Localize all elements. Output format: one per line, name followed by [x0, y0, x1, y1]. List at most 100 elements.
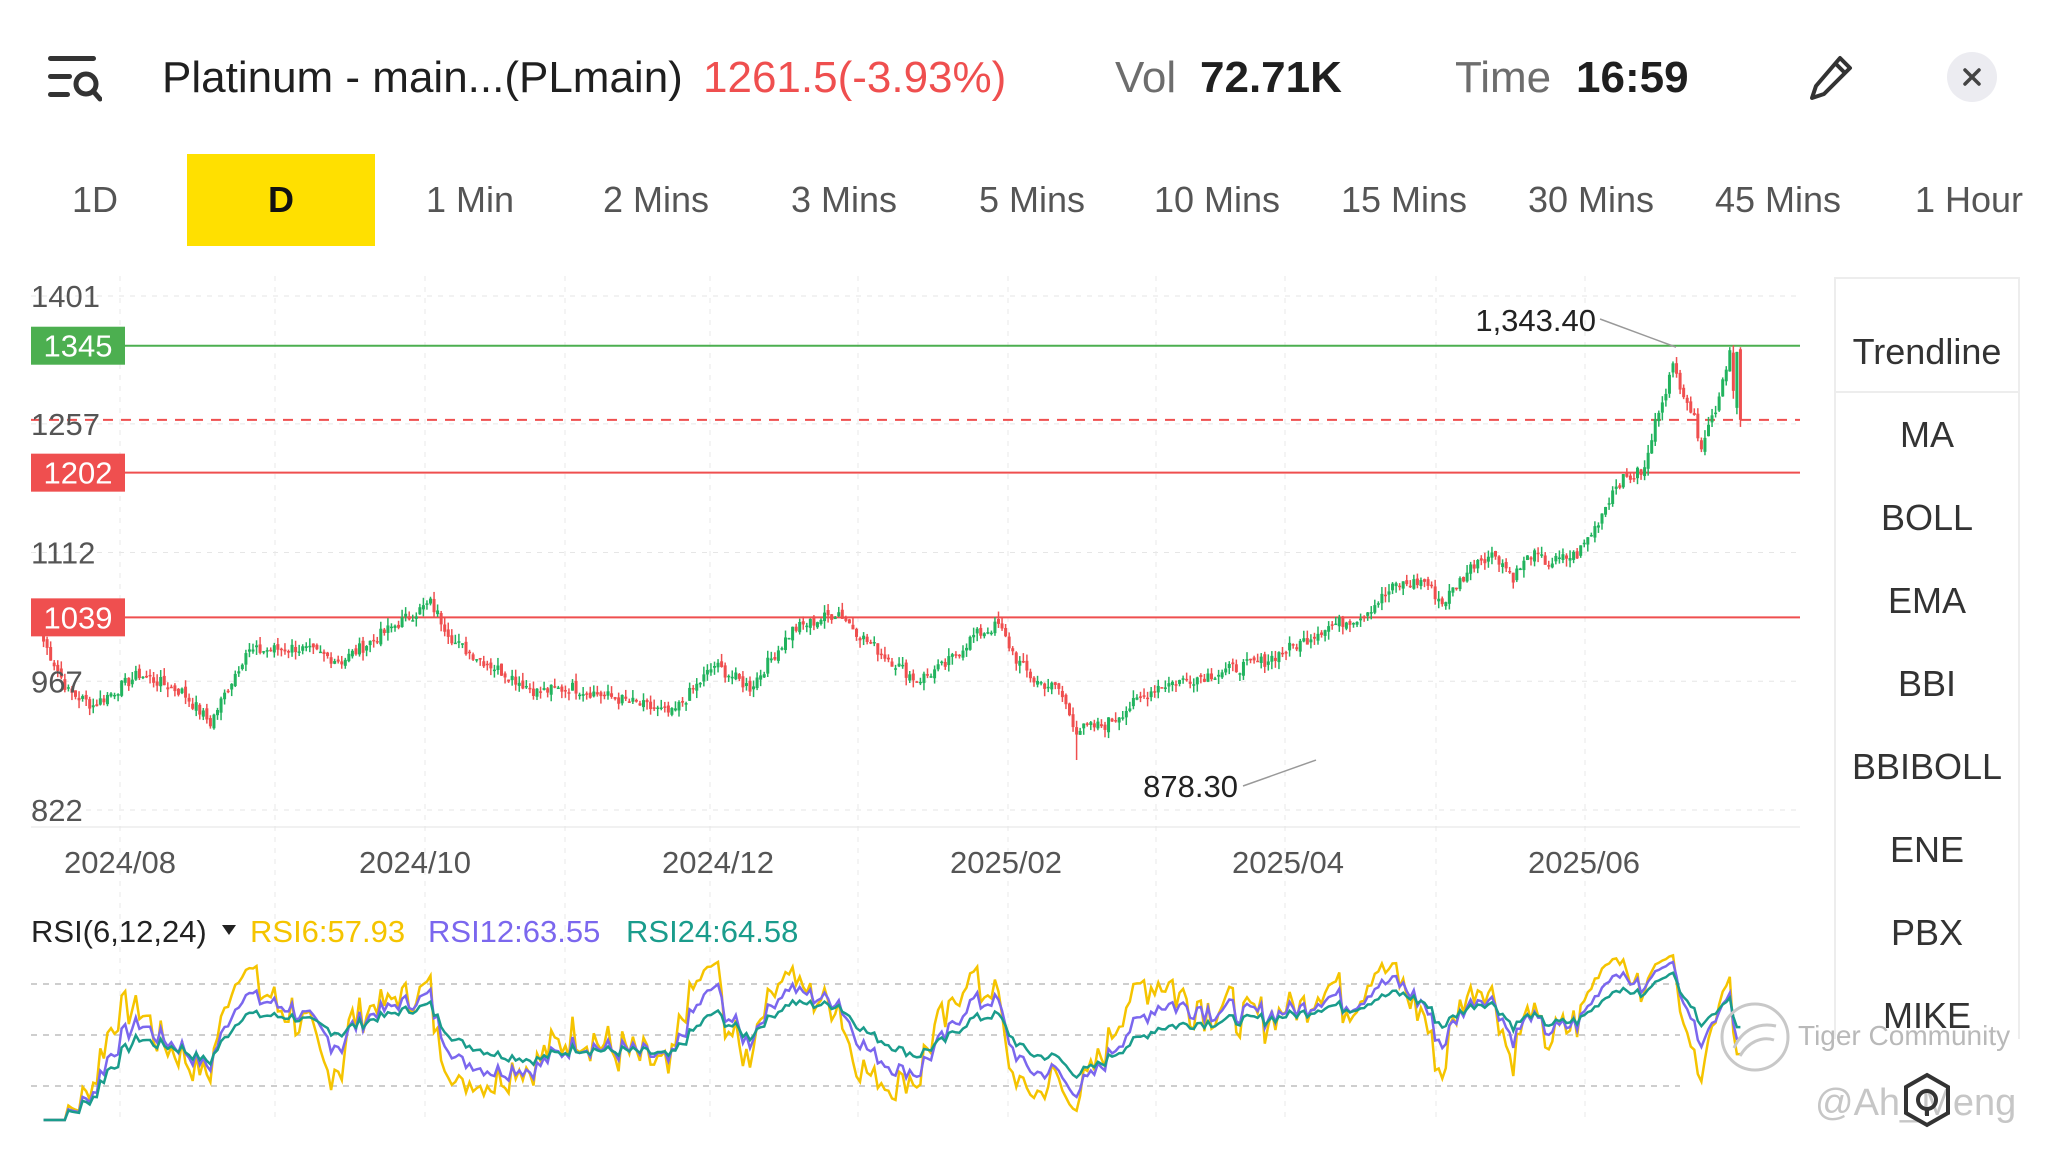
candle-body	[70, 688, 74, 693]
candle-body	[1593, 526, 1597, 538]
time-value: 16:59	[1576, 53, 1689, 102]
candle-body	[1671, 363, 1675, 373]
candle-body	[897, 663, 901, 667]
candle-body	[287, 651, 290, 653]
candle-body	[940, 661, 944, 664]
pencil-icon[interactable]	[1808, 52, 1856, 104]
candle-body	[610, 693, 614, 697]
tab-10-mins[interactable]: 10 Mins	[1153, 179, 1281, 220]
candle-body	[524, 685, 528, 688]
candle-body	[1213, 678, 1217, 680]
candle-body	[1266, 661, 1270, 665]
candle-body	[187, 697, 191, 702]
candle-body	[879, 653, 883, 656]
candle-body	[915, 681, 919, 683]
rsi-label[interactable]: RSI(6,12,24)	[31, 914, 207, 949]
candle-body	[329, 657, 333, 664]
candle-body	[617, 697, 621, 704]
candle-body	[1408, 585, 1412, 588]
tab-45-mins[interactable]: 45 Mins	[1714, 179, 1842, 220]
candle-body	[1735, 351, 1739, 408]
indicator-bbi[interactable]: BBI	[1897, 663, 1957, 704]
candle-body	[709, 669, 713, 673]
candle-body	[698, 682, 702, 685]
candle-body	[1018, 660, 1022, 666]
x-tick-label: 2024/10	[359, 845, 471, 880]
candle-body	[1376, 603, 1380, 605]
candle-body	[400, 617, 404, 628]
candle-body	[741, 676, 745, 688]
indicator-pbx[interactable]: PBX	[1890, 912, 1964, 953]
candle-body	[1699, 440, 1703, 450]
candle-body	[1423, 579, 1426, 582]
candle-body	[901, 664, 905, 667]
candle-body	[1341, 618, 1345, 627]
indicator-mike[interactable]: MIKE	[1882, 995, 1971, 1036]
candle-body	[1717, 396, 1721, 411]
candle-body	[1522, 560, 1526, 571]
candle-body	[1525, 555, 1529, 561]
candle-body	[1401, 581, 1405, 589]
tab-3-mins[interactable]: 3 Mins	[790, 179, 898, 220]
indicator-bbiboll[interactable]: BBIBOLL	[1851, 746, 2003, 787]
tab-1d[interactable]: 1D	[71, 179, 119, 220]
candle-body	[539, 691, 543, 693]
rsi-dropdown-icon[interactable]	[222, 925, 236, 935]
candle-body	[1575, 551, 1579, 559]
candle-body	[45, 639, 49, 648]
tab-1-hour[interactable]: 1 Hour	[1914, 179, 2024, 220]
candle-body	[1614, 486, 1618, 489]
candle-body	[453, 642, 457, 645]
tab-30-mins[interactable]: 30 Mins	[1527, 179, 1655, 220]
candle-body	[411, 620, 415, 622]
indicator-ene[interactable]: ENE	[1889, 829, 1965, 870]
candle-body	[1256, 660, 1260, 663]
candle-body	[318, 651, 322, 654]
candle-body	[581, 694, 585, 696]
high-annotation: 1,343.40	[1475, 303, 1596, 338]
level-tag	[31, 326, 125, 365]
candle-body	[989, 632, 993, 635]
candle-body	[1689, 401, 1693, 413]
tab-d[interactable]: D	[187, 154, 375, 246]
candle-body	[1039, 682, 1043, 684]
candle-body	[1330, 624, 1334, 626]
indicator-trendline[interactable]: Trendline	[1852, 331, 2002, 372]
candle-body	[1178, 680, 1182, 684]
tab-2-mins[interactable]: 2 Mins	[602, 179, 710, 220]
candle-body	[1660, 402, 1664, 413]
candle-body	[155, 681, 159, 686]
candle-body	[1011, 648, 1015, 652]
candle-body	[134, 670, 138, 680]
candle-body	[1380, 593, 1384, 604]
candle-body	[1724, 369, 1728, 382]
candle-body	[1089, 722, 1093, 726]
tab-1-min[interactable]: 1 Min	[425, 179, 515, 220]
candle-body	[1501, 563, 1505, 567]
candle-body	[184, 686, 188, 698]
candle-body	[1469, 564, 1473, 574]
rsi6-line	[43, 953, 1741, 1122]
candle-body	[1021, 661, 1025, 663]
candle-body	[418, 607, 422, 615]
candle-body	[198, 704, 202, 715]
indicator-ema[interactable]: EMA	[1887, 580, 1966, 621]
candle-body	[705, 669, 709, 675]
candle-body	[464, 641, 468, 655]
tab-5-mins[interactable]: 5 Mins	[978, 179, 1086, 220]
candle-body	[677, 701, 681, 711]
candle-body	[702, 674, 706, 682]
candle-body	[1636, 467, 1639, 479]
candle-body	[1234, 664, 1238, 673]
indicator-ma[interactable]: MA	[1900, 414, 1954, 455]
candle-body	[1433, 586, 1437, 600]
candle-body	[386, 625, 390, 633]
search-list-icon[interactable]	[46, 52, 102, 104]
candle-body	[109, 693, 113, 697]
tab-15-mins[interactable]: 15 Mins	[1340, 179, 1468, 220]
candle-body	[492, 669, 496, 672]
indicator-boll[interactable]: BOLL	[1880, 497, 1974, 538]
candle-body	[272, 645, 276, 653]
close-button[interactable]	[1947, 52, 1997, 102]
